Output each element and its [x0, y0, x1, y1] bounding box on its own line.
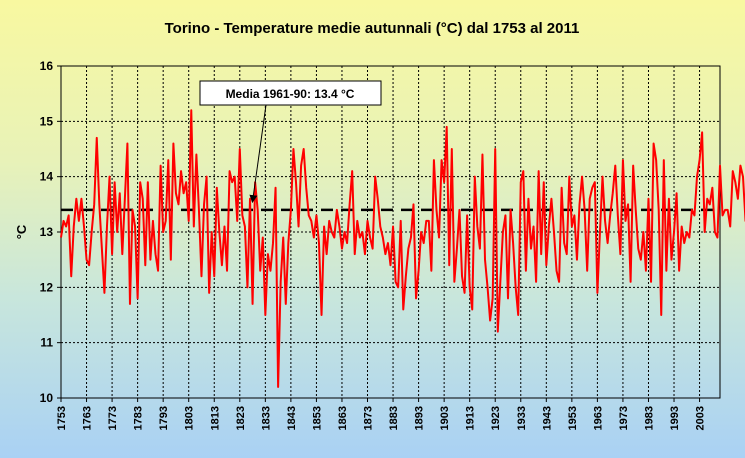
y-tick-label: 11 [40, 336, 53, 350]
x-tick-label: 1933 [516, 406, 528, 430]
x-tick-label: 1803 [184, 406, 196, 430]
y-tick-label: 16 [40, 59, 54, 73]
x-tick-label: 1973 [618, 406, 630, 430]
grid-lines [61, 66, 720, 398]
x-tick-label: 1963 [592, 406, 604, 430]
y-tick-label: 14 [40, 170, 54, 184]
x-tick-label: 1943 [541, 406, 553, 430]
y-axis-ticks: 10 11 12 13 14 15 16 [40, 59, 61, 405]
x-tick-label: 1763 [82, 406, 94, 430]
y-axis-label: °C [14, 224, 29, 239]
x-tick-label: 1783 [133, 406, 145, 430]
x-tick-label: 1923 [490, 406, 502, 430]
x-axis-ticks: 1753 1763 1773 1783 1793 1803 1813 1823 1833 1843… [56, 398, 707, 430]
x-tick-label: 1953 [567, 406, 579, 430]
x-tick-label: 1793 [158, 406, 170, 430]
x-tick-label: 1853 [311, 406, 323, 430]
mean-annotation: Media 1961-90: 13.4 °C [199, 80, 382, 204]
x-tick-label: 1913 [465, 406, 477, 430]
x-tick-label: 1813 [209, 406, 221, 430]
x-tick-label: 1773 [107, 406, 119, 430]
y-tick-label: 13 [40, 225, 54, 239]
series-layer [60, 109, 745, 388]
x-tick-label: 1823 [235, 406, 247, 430]
y-tick-label: 15 [40, 114, 54, 128]
temperature-series-line [60, 109, 745, 388]
annotation-arrow [249, 104, 267, 204]
annotation-text: Media 1961-90: 13.4 °C [226, 87, 355, 101]
chart-title: Torino - Temperature medie autunnali (°C… [165, 20, 580, 37]
x-tick-label: 1833 [260, 406, 272, 430]
x-tick-label: 1843 [286, 406, 298, 430]
x-tick-label: 1873 [363, 406, 375, 430]
x-tick-label: 1893 [414, 406, 426, 430]
x-tick-label: 2003 [695, 406, 707, 430]
x-tick-label: 1883 [388, 406, 400, 430]
x-tick-label: 1863 [337, 406, 349, 430]
x-tick-label: 1993 [669, 406, 681, 430]
y-tick-label: 10 [40, 391, 54, 405]
y-tick-label: 12 [40, 280, 54, 294]
x-tick-label: 1753 [56, 406, 68, 430]
x-tick-label: 1903 [439, 406, 451, 430]
x-tick-label: 1983 [643, 406, 655, 430]
annotation-box [199, 80, 382, 106]
